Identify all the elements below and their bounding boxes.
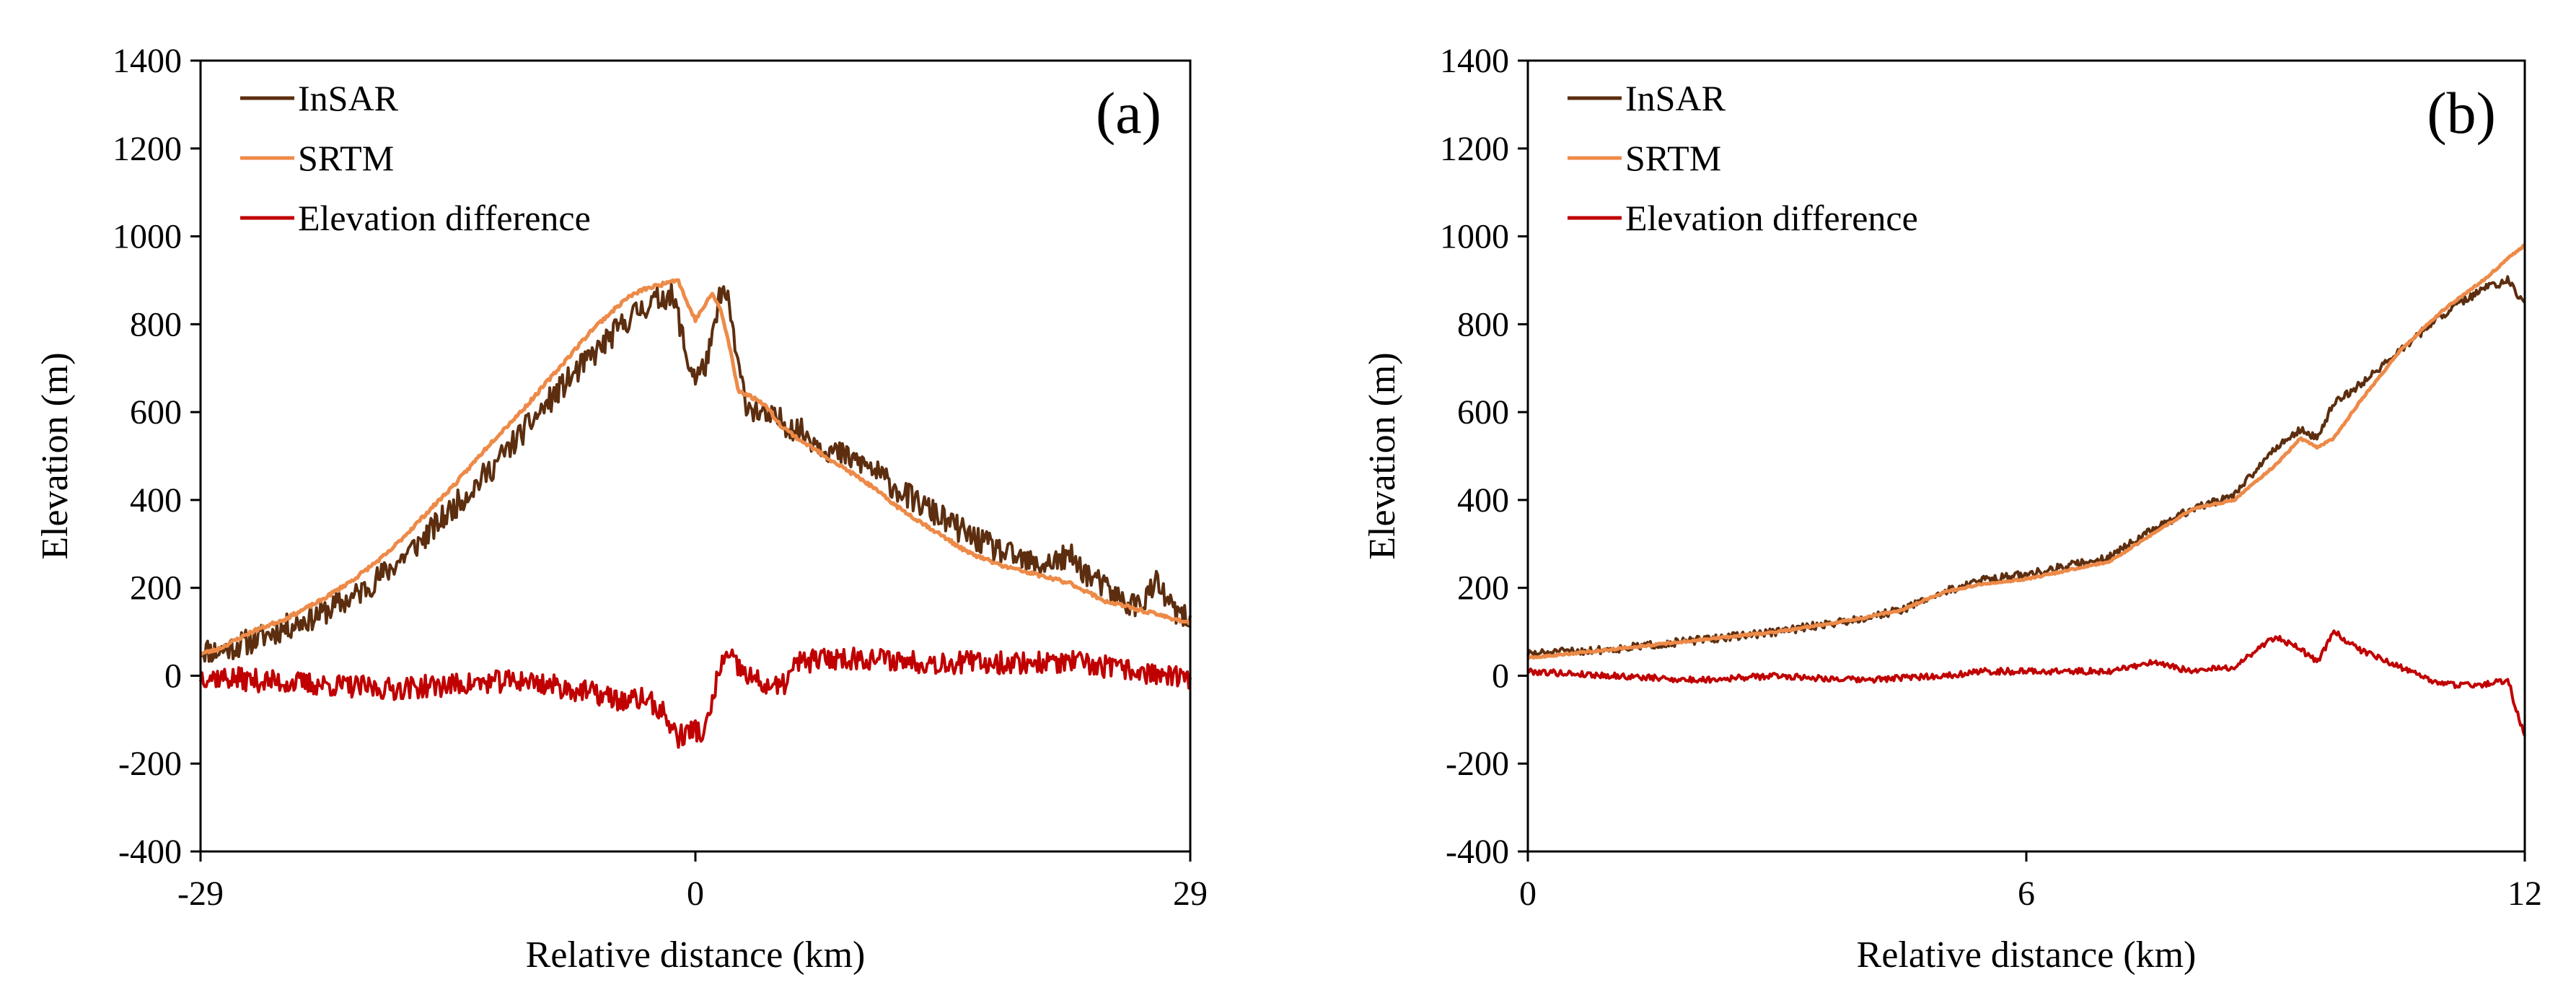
x-tick-label: 6: [2018, 875, 2035, 913]
plot-area-frame: [1526, 59, 2526, 853]
series-line-elevation-difference: [1526, 629, 2526, 737]
y-tick-label: 600: [1457, 393, 1509, 432]
y-tick-label: 0: [164, 657, 182, 695]
y-tick-label: 400: [130, 481, 182, 520]
legend-item-label: SRTM: [298, 138, 394, 178]
y-tick-label: -400: [1446, 833, 1509, 871]
y-tick-label: 1400: [1440, 42, 1509, 80]
y-axis-label: Elevation (m): [35, 352, 76, 559]
y-tick-label: 1000: [1440, 218, 1509, 256]
y-tick-label: 600: [130, 393, 182, 432]
y-tick-label: 0: [1492, 657, 1509, 695]
y-tick-label: 1200: [1440, 130, 1509, 168]
panel-label: (b): [2427, 80, 2496, 146]
series-line-insar: [1526, 275, 2526, 657]
y-tick-label: -200: [1446, 745, 1509, 783]
y-tick-label: 200: [130, 569, 182, 608]
chart-panel-a: 1400 1200 1000 800 600 400 200 0 -200 -400 -29 0 29 R…: [35, 42, 1208, 976]
x-tick-label: 12: [2507, 875, 2542, 913]
y-axis-label: Elevation (m): [1362, 352, 1403, 559]
series-line-insar: [200, 283, 1192, 663]
series-line-elevation-difference: [199, 647, 1192, 749]
x-tick-label: 29: [1173, 875, 1208, 913]
legend-item-label: SRTM: [1625, 138, 1721, 178]
series-line-srtm: [1526, 243, 2526, 660]
legend-item-label: InSAR: [298, 78, 399, 118]
panel-label: (a): [1096, 80, 1161, 146]
y-tick-label: 1400: [113, 42, 182, 80]
chart-panel-b: 1400 1200 1000 800 600 400 200 0 -200 -400 0 6 12 Rel…: [1362, 42, 2542, 976]
y-tick-label: 400: [1457, 481, 1509, 520]
legend: InSAR SRTM Elevation difference: [240, 78, 591, 238]
y-tick-label: -200: [118, 745, 182, 783]
series-group: [1526, 243, 2526, 737]
y-tick-label: -400: [118, 833, 182, 871]
legend-item-label: InSAR: [1625, 78, 1726, 118]
y-tick-label: 1000: [113, 218, 182, 256]
x-tick-label: -29: [177, 875, 224, 913]
legend-item-label: Elevation difference: [298, 198, 591, 238]
series-line-srtm: [199, 278, 1192, 657]
series-group: [199, 278, 1192, 749]
x-tick-label: 0: [687, 875, 704, 913]
y-tick-label: 800: [130, 305, 182, 343]
y-tick-label: 800: [1457, 305, 1509, 343]
x-axis-label: Relative distance (km): [1857, 934, 2197, 976]
y-tick-label: 1200: [113, 130, 182, 168]
legend: InSAR SRTM Elevation difference: [1568, 78, 1918, 238]
x-axis-label: Relative distance (km): [526, 934, 866, 976]
x-tick-label: 0: [1519, 875, 1537, 913]
y-tick-label: 200: [1457, 569, 1509, 608]
legend-item-label: Elevation difference: [1625, 198, 1918, 238]
